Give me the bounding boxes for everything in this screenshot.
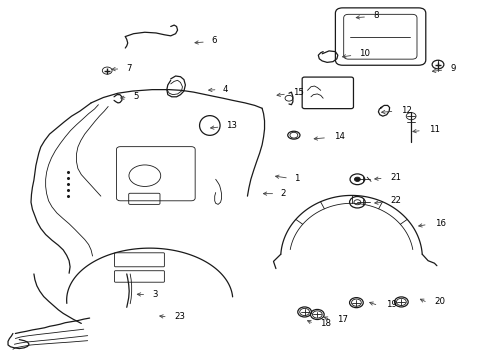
Text: 21: 21 — [391, 173, 402, 182]
Text: 2: 2 — [280, 189, 286, 198]
Text: 19: 19 — [386, 300, 396, 309]
Text: 14: 14 — [334, 132, 345, 141]
Text: 20: 20 — [435, 297, 445, 306]
Text: 3: 3 — [152, 290, 158, 299]
Text: 10: 10 — [359, 49, 370, 58]
Text: 9: 9 — [450, 64, 456, 73]
Text: 16: 16 — [435, 219, 445, 228]
Text: 12: 12 — [401, 105, 413, 114]
Text: 8: 8 — [373, 11, 378, 20]
Text: 4: 4 — [223, 85, 228, 94]
Text: 23: 23 — [174, 312, 185, 321]
Text: 17: 17 — [337, 315, 348, 324]
Text: 11: 11 — [429, 125, 440, 134]
Text: 18: 18 — [320, 319, 331, 328]
Text: 7: 7 — [127, 64, 132, 73]
Text: 22: 22 — [391, 196, 402, 205]
Text: 13: 13 — [226, 121, 238, 130]
Text: 5: 5 — [134, 92, 139, 101]
Text: 6: 6 — [212, 36, 217, 45]
Text: 1: 1 — [294, 174, 299, 183]
Text: 15: 15 — [293, 87, 304, 96]
Circle shape — [354, 177, 360, 181]
